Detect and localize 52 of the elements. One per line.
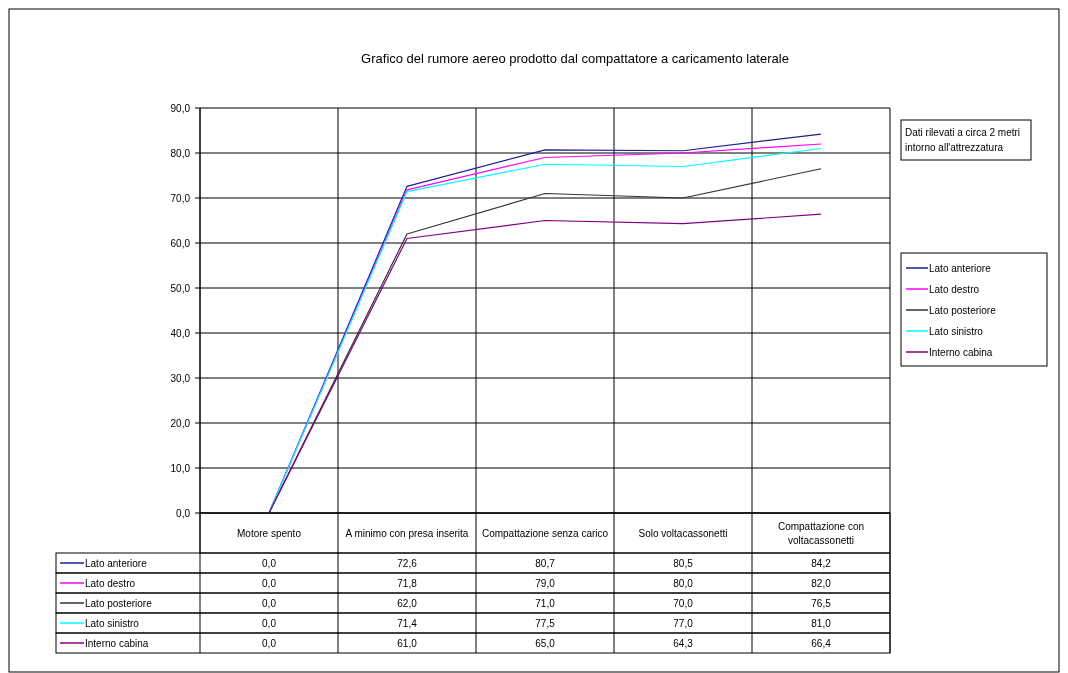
y-tick-label: 80,0 bbox=[170, 147, 191, 159]
data-label: 80,0 bbox=[673, 577, 694, 589]
data-label: 80,5 bbox=[673, 557, 694, 569]
y-tick-label: 20,0 bbox=[170, 417, 191, 429]
y-tick-label: 40,0 bbox=[170, 327, 191, 339]
data-label: 64,3 bbox=[673, 637, 694, 649]
legend-label: Lato sinistro bbox=[929, 325, 984, 337]
data-label: 62,0 bbox=[397, 597, 418, 609]
data-label: 72,6 bbox=[397, 557, 418, 569]
data-label: 84,2 bbox=[811, 557, 832, 569]
y-tick-label: 60,0 bbox=[170, 237, 191, 249]
data-label: 66,4 bbox=[811, 637, 832, 649]
data-label: 77,0 bbox=[673, 617, 694, 629]
x-tick-label: Solo voltacassonetti bbox=[638, 527, 728, 539]
x-tick-label: A minimo con presa inserita bbox=[345, 527, 469, 539]
data-label: 0,0 bbox=[262, 617, 277, 629]
legend-label: Interno cabina bbox=[929, 346, 993, 358]
chart-title: Grafico del rumore aereo prodotto dal compattatore a caricamento laterale bbox=[361, 51, 789, 66]
text: Interno cabina bbox=[85, 637, 149, 649]
data-label: 0,0 bbox=[262, 637, 277, 649]
data-label: 65,0 bbox=[535, 637, 556, 649]
data-label: 61,0 bbox=[397, 637, 418, 649]
data-label: 79,0 bbox=[535, 577, 556, 589]
text: Lato destro bbox=[85, 577, 136, 589]
data-label: 76,5 bbox=[811, 597, 832, 609]
text: Dati rilevati a circa 2 metri intorno all'attrezzatura bbox=[905, 126, 1021, 153]
y-tick-label: 0,0 bbox=[176, 507, 191, 519]
legend-label: Lato posteriore bbox=[929, 304, 997, 316]
data-label: 77,5 bbox=[535, 617, 556, 629]
y-tick-label: 90,0 bbox=[170, 102, 191, 114]
x-tick-label: Compattazione con voltacassonetti bbox=[777, 520, 865, 546]
data-label: 71,4 bbox=[397, 617, 418, 629]
data-label: 71,0 bbox=[535, 597, 556, 609]
y-tick-label: 30,0 bbox=[170, 372, 191, 384]
y-tick-label: 10,0 bbox=[170, 462, 191, 474]
x-tick-label: Motore spento bbox=[237, 527, 302, 539]
data-label: 71,8 bbox=[397, 577, 418, 589]
data-label: 0,0 bbox=[262, 577, 277, 589]
data-label: 0,0 bbox=[262, 597, 277, 609]
text: Lato posteriore bbox=[85, 597, 152, 609]
legend-label: Lato anteriore bbox=[929, 262, 992, 274]
legend-label: Lato destro bbox=[929, 283, 980, 295]
y-tick-label: 70,0 bbox=[170, 192, 191, 204]
data-label: 0,0 bbox=[262, 557, 277, 569]
text: Lato sinistro bbox=[85, 617, 139, 629]
y-tick-label: 50,0 bbox=[170, 282, 191, 294]
text: Lato anteriore bbox=[85, 557, 147, 569]
data-label: 82,0 bbox=[811, 577, 832, 589]
x-tick-label: Compattazione senza carico bbox=[481, 527, 609, 539]
data-label: 80,7 bbox=[535, 557, 556, 569]
data-label: 81,0 bbox=[811, 617, 832, 629]
data-label: 70,0 bbox=[673, 597, 694, 609]
